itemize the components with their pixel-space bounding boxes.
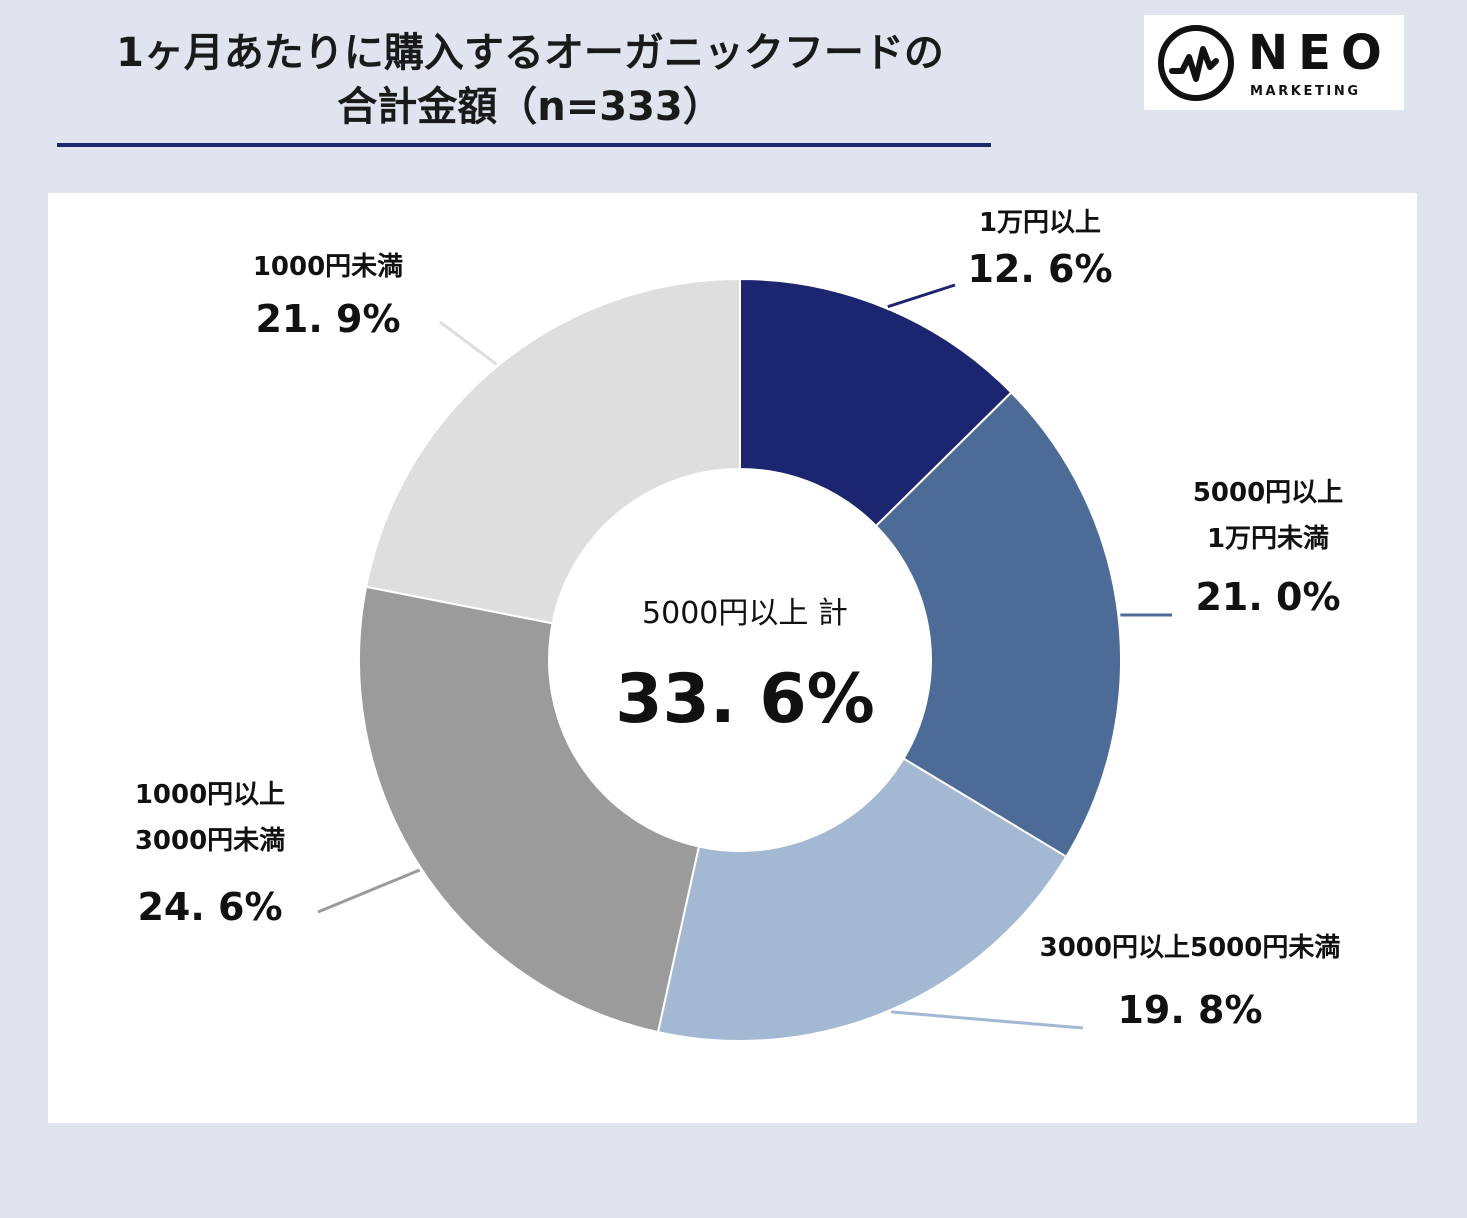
slice-3-percent: 24. 6% — [137, 885, 283, 929]
leader-line-3 — [317, 868, 421, 914]
donut-slice-2 — [656, 757, 1068, 1042]
slice-label-1: 5000円以上 1万円未満 21. 0% — [1158, 470, 1378, 620]
chart-title-line2: 合計金額（n=333） — [337, 84, 723, 130]
center-value: 33. 6% — [615, 660, 875, 739]
donut-slice-1 — [874, 391, 1122, 859]
donut-slice-4 — [364, 277, 741, 625]
slice-1-category-line1: 5000円以上 — [1192, 478, 1344, 508]
slice-1-category-line2: 1万円未満 — [1206, 524, 1330, 554]
donut-slice-3 — [358, 585, 701, 1034]
leader-line-0 — [887, 283, 956, 309]
slice-label-2: 3000円以上5000円未満 19. 8% — [990, 925, 1390, 1033]
slice-label-4: 1000円未満 21. 9% — [218, 244, 438, 342]
logo-wordmark: NEO — [1248, 25, 1392, 81]
slice-label-0: 1万円以上 12. 6% — [940, 200, 1140, 292]
slice-2-category: 3000円以上5000円未満 — [1039, 933, 1341, 963]
title-underline — [57, 143, 991, 147]
center-caption: 5000円以上 計 — [642, 596, 848, 631]
leader-line-4 — [439, 320, 498, 366]
donut-slice-0 — [739, 277, 1013, 528]
chart-title-line1: 1ヶ月あたりに購入するオーガニックフードの — [116, 30, 944, 76]
neo-marketing-logo: NEO MARKETING — [1144, 15, 1404, 110]
slice-4-category: 1000円未満 — [252, 252, 404, 282]
slice-4-percent: 21. 9% — [255, 297, 401, 341]
slice-0-percent: 12. 6% — [967, 247, 1113, 291]
slice-2-percent: 19. 8% — [1117, 988, 1263, 1032]
slice-0-category: 1万円以上 — [978, 208, 1102, 238]
slice-3-category-line2: 3000円未満 — [134, 826, 286, 856]
leader-line-2 — [891, 1010, 1084, 1030]
chart-title: 1ヶ月あたりに購入するオーガニックフードの 合計金額（n=333） — [40, 26, 1020, 134]
slice-label-3: 1000円以上 3000円未満 24. 6% — [105, 772, 315, 930]
slice-3-category-line1: 1000円以上 — [134, 780, 286, 810]
pulse-circle-icon — [1158, 25, 1234, 101]
logo-subtitle: MARKETING — [1250, 84, 1361, 99]
slice-1-percent: 21. 0% — [1195, 575, 1341, 619]
